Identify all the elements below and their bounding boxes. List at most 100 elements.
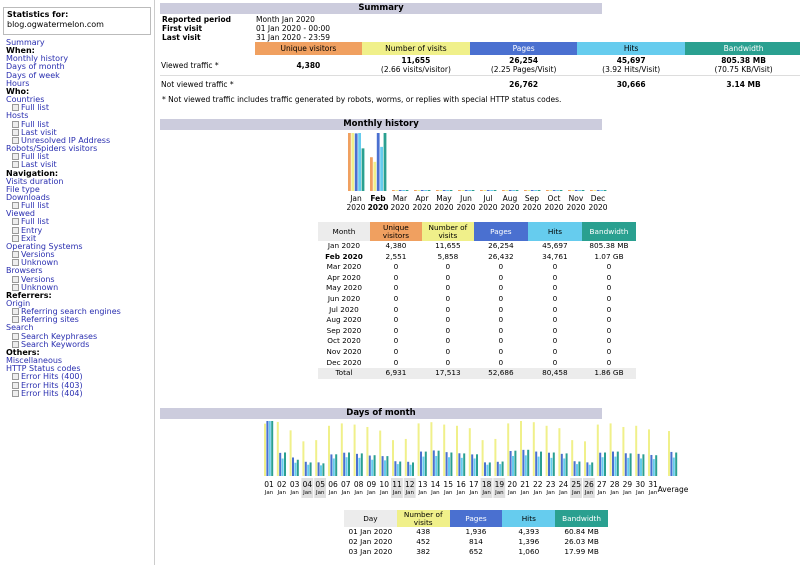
not-viewed-traffic-label: Not viewed traffic * [161,80,234,90]
viewed-pages: 26,254 (2.25 Pages/Visit) [470,55,578,76]
bar-11-3 [600,190,603,191]
menu-item-7[interactable]: Countries [6,96,121,104]
day-bar-15-3 [463,453,466,476]
reported-period-value: Month Jan 2020 [256,15,315,24]
menu-item-8[interactable]: Full list [6,104,121,112]
mh-header-bandwidth: Bandwidth [581,222,636,241]
menu-item-29[interactable]: Versions [6,274,121,284]
day-tick-label: 19 [495,480,505,489]
bar-2-4 [405,190,409,191]
bar-7-4 [515,190,519,191]
menu-item-22[interactable]: Full list [6,218,121,226]
menu-label: Exit [21,233,37,243]
menu-label: Days of month [6,62,65,72]
menu-item-0[interactable]: Summary [6,38,121,47]
cell: 0 [552,262,558,272]
menu-label: Who: [6,86,30,96]
cell: 26,432 [488,251,514,261]
day-tick-label: 15 [443,480,453,489]
cell: 0 [393,283,399,293]
day-month-label: Jan [289,490,299,496]
menu-item-19[interactable]: Downloads [6,193,121,202]
day-bar-14-0 [443,424,446,476]
menu-item-17[interactable]: Visits duration [6,176,121,186]
cell: 0 [393,272,399,282]
menu-label: Last visit [21,127,57,137]
menu-item-10[interactable]: Full list [6,119,121,129]
menu-item-23[interactable]: Entry [6,226,121,235]
summary-table: Reported period Month Jan 2020 First vis… [160,15,800,42]
weekend-shade [314,478,326,498]
menu-item-27[interactable]: Unknown [6,259,121,267]
day-bar-21-1 [535,451,538,476]
menu-item-24[interactable]: Exit [6,233,121,243]
day-bar-13-2 [435,455,438,476]
bar-0-0 [348,133,351,191]
cell: 0 [552,315,558,325]
bar-5-0 [458,190,461,191]
cell: 0 [498,272,504,282]
menu-item-25[interactable]: Operating Systems [6,242,121,251]
menu-item-2[interactable]: Monthly history [6,55,121,63]
menu-label: Full list [21,119,49,129]
menu-item-11[interactable]: Last visit [6,127,121,137]
cell: 0 [445,346,451,356]
menu-item-13[interactable]: Robots/Spiders visitors [6,144,121,153]
menu-header-6: Who: [6,86,121,96]
cell: 34,761 [542,251,568,261]
menu-item-9[interactable]: Hosts [6,112,121,120]
menu-item-30[interactable]: Unknown [6,283,121,292]
menu-item-20[interactable]: Full list [6,202,121,210]
site-name: blog.ogwatermelon.com [7,20,104,29]
day-bar-5-1 [330,454,333,476]
bar-11-2 [596,190,600,191]
day-bar-26-3 [604,452,606,476]
menu-item-37[interactable]: Search Keywords [6,340,121,349]
menu-item-18[interactable]: File type [6,185,121,194]
day-bar-20-0 [520,421,522,476]
menu-item-35[interactable]: Search [6,324,121,332]
menu-item-14[interactable]: Full list [6,153,121,161]
menu-label: Visits duration [6,176,64,186]
menu-label: Versions [21,274,55,284]
bar-8-1 [527,190,531,191]
menu-item-40[interactable]: HTTP Status codes [6,365,121,373]
day-bar-24-0 [571,440,574,476]
menu-item-21[interactable]: Viewed [6,210,121,218]
month-tick-label: Oct [548,194,561,203]
days-table-body: 01 Jan 2020 438 1,936 4,393 60.84 MB 02 Jan 2… [344,527,608,557]
day-bar-4-3 [322,463,325,476]
list-icon [12,259,19,267]
bar-1-4 [383,133,387,191]
menu-item-33[interactable]: Referring search engines [6,308,121,316]
table-row: Sep 2020 0 0 0 0 0 [318,326,636,337]
menu-item-26[interactable]: Versions [6,250,121,259]
menu-item-32[interactable]: Origin [6,299,121,308]
menu-item-39[interactable]: Miscellaneous [6,357,121,365]
day-tick-label: 25 [571,480,581,489]
day-bar-31-1 [670,451,673,476]
menu-item-41[interactable]: Error Hits (400) [6,373,121,381]
monthly-title: Monthly history [343,119,419,129]
menu-label: When: [6,46,35,56]
menu-item-3[interactable]: Days of month [6,63,121,71]
bar-8-2 [530,190,534,191]
menu-item-15[interactable]: Last visit [6,161,121,169]
menu-item-4[interactable]: Days of week [6,71,121,80]
day-month-label: Jan [417,490,427,496]
day-bar-7-1 [356,453,358,476]
menu-header-1: When: [6,47,121,55]
menu-item-5[interactable]: Hours [6,79,121,88]
menu-item-28[interactable]: Browsers [6,267,121,275]
cell: Jan 2020 [327,241,361,250]
menu-item-43[interactable]: Error Hits (404) [6,389,121,398]
cell: 0 [498,336,504,346]
menu-item-36[interactable]: Search Keyphrases [6,332,121,341]
day-bar-22-1 [548,452,550,476]
menu-item-12[interactable]: Unresolved IP Address [6,136,121,145]
menu-item-42[interactable]: Error Hits (403) [6,381,121,390]
day-month-label: Jan [469,490,479,496]
menu-item-34[interactable]: Referring sites [6,316,121,324]
cell: 382 [416,547,431,556]
month-tick-label: Jan [349,194,362,203]
